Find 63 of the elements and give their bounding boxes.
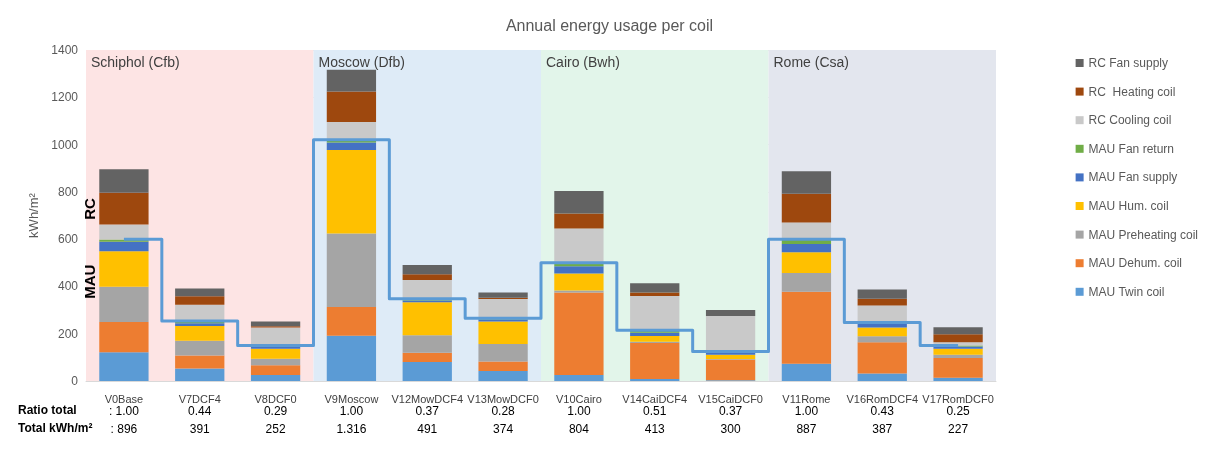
text: 0.29 — [263, 404, 288, 418]
x-tick-label: V7DCF4 — [178, 392, 221, 405]
text: 0.28 — [491, 404, 516, 418]
legend-label: MAU Fan supply — [1088, 170, 1178, 185]
x-tick-label: V17RomDCF0 — [922, 392, 994, 405]
text: 227 — [948, 422, 969, 436]
x-tick-label: V0Base — [104, 392, 144, 405]
text: 0.37 — [415, 404, 440, 418]
text: Total kWh/m² — [18, 421, 93, 435]
x-tick-label: V11Rome — [782, 392, 831, 405]
legend-label: MAU Twin coil — [1088, 284, 1165, 299]
legend-label: RC Fan supply — [1088, 56, 1168, 70]
text: 300 — [720, 422, 741, 436]
text: 1.316 — [336, 422, 367, 436]
band-label: Schiphol (Cfb) — [91, 54, 180, 70]
text: 387 — [872, 422, 893, 436]
text: 1.00 — [339, 404, 364, 418]
y-tick-label: 1200 — [51, 90, 79, 105]
text: : 1.00 — [108, 404, 140, 418]
y-tick-label: 200 — [57, 326, 79, 341]
legend-label: MAU Preheating coil — [1088, 227, 1199, 242]
y-tick-label: 0 — [71, 374, 79, 388]
chart-title: Annual energy usage per coil — [505, 16, 714, 34]
band-label: Cairo (Bwh) — [546, 54, 620, 70]
y-tick-label: 1000 — [51, 137, 79, 152]
text: 0.43 — [870, 404, 895, 418]
y-axis-title: kWh/m² — [26, 192, 41, 238]
text: 0.25 — [946, 404, 971, 418]
band-label: Moscow (Dfb) — [318, 54, 405, 70]
text: 1.00 — [567, 404, 591, 418]
legend-label: RC Heating coil — [1088, 84, 1176, 99]
x-tick-label: V13MowDCF0 — [467, 392, 539, 405]
text: 887 — [796, 422, 817, 436]
text: 1.00 — [794, 404, 819, 418]
text: 0.51 — [643, 404, 667, 418]
text: 374 — [493, 422, 514, 436]
x-tick-label: V9Moscow — [324, 392, 379, 405]
legend-label: MAU Fan return — [1088, 141, 1174, 156]
legend-label: MAU Dehum. coil — [1088, 256, 1182, 271]
x-tick-label: V14CaiDCF4 — [622, 392, 688, 405]
x-tick-label: V10Cairo — [555, 392, 602, 405]
text: 252 — [265, 422, 286, 436]
legend-label: MAU Hum. coil — [1088, 199, 1169, 213]
text: : 896 — [110, 422, 138, 436]
x-tick-label: V12MowDCF4 — [391, 392, 464, 405]
annotation: MAU — [80, 264, 98, 299]
text: 0.44 — [188, 404, 212, 418]
text: 391 — [189, 422, 211, 436]
text: 491 — [417, 422, 438, 436]
y-tick-label: 1400 — [51, 43, 79, 57]
x-tick-label: V16RomDCF4 — [846, 392, 919, 405]
x-tick-label: V8DCF0 — [254, 392, 297, 405]
legend-label: RC Cooling coil — [1088, 113, 1172, 128]
text: 0.37 — [718, 404, 743, 418]
text: Ratio total — [18, 403, 77, 417]
annotation: RC — [80, 197, 98, 220]
y-tick-label: 800 — [57, 184, 79, 199]
band-label: Rome (Csa) — [773, 54, 849, 70]
text: 804 — [568, 422, 590, 436]
x-tick-label: V15CaiDCF0 — [698, 392, 763, 405]
y-tick-label: 400 — [57, 279, 79, 294]
text: 413 — [644, 422, 666, 436]
y-tick-label: 600 — [57, 232, 79, 247]
